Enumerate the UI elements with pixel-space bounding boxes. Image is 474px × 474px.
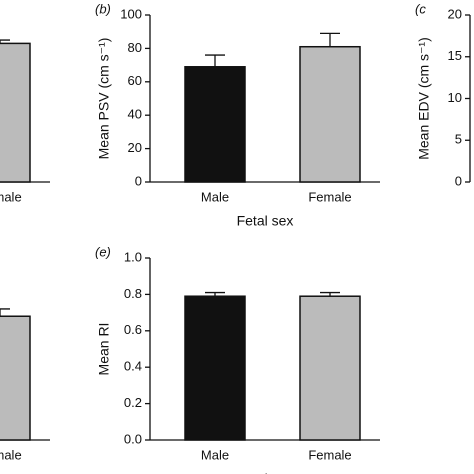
x-tick-label: Male	[201, 447, 229, 462]
bar	[0, 42, 31, 183]
x-tick-label: Male	[201, 189, 229, 204]
bar	[299, 295, 361, 441]
x-axis-label: Fetal sex	[237, 471, 294, 474]
bar	[299, 45, 361, 183]
y-tick-label: 1.0	[124, 249, 142, 264]
panel-label: (b)	[95, 1, 111, 16]
y-tick-label: 0.4	[124, 359, 142, 374]
y-tick-label: 5	[455, 132, 462, 147]
y-tick-label: 100	[120, 6, 142, 21]
panel-label: (c	[415, 1, 426, 16]
y-tick-label: 80	[128, 40, 142, 55]
x-tick-label: Female	[308, 189, 351, 204]
y-axis-label: Mean RI	[96, 323, 112, 376]
panel-label: (e)	[95, 244, 111, 259]
y-axis-label: Mean PSV (cm s⁻¹)	[96, 38, 112, 160]
y-tick-label: 0	[455, 173, 462, 188]
bar	[184, 66, 246, 183]
y-tick-label: 60	[128, 73, 142, 88]
x-tick-label: Female	[0, 189, 22, 204]
y-tick-label: 0	[135, 173, 142, 188]
y-tick-label: 0.2	[124, 395, 142, 410]
y-tick-label: 0.8	[124, 286, 142, 301]
x-tick-label: Female	[0, 447, 22, 462]
x-tick-label: Female	[308, 447, 351, 462]
y-tick-label: 10	[448, 90, 462, 105]
y-tick-label: 0.6	[124, 322, 142, 337]
bar	[0, 315, 31, 441]
bar	[184, 295, 246, 441]
y-tick-label: 40	[128, 107, 142, 122]
y-tick-label: 0.0	[124, 431, 142, 446]
y-tick-label: 20	[128, 140, 142, 155]
y-tick-label: 20	[448, 6, 462, 21]
y-tick-label: 15	[448, 48, 462, 63]
x-axis-label: Fetal sex	[237, 213, 294, 229]
y-axis-label: Mean EDV (cm s⁻¹)	[416, 37, 432, 160]
